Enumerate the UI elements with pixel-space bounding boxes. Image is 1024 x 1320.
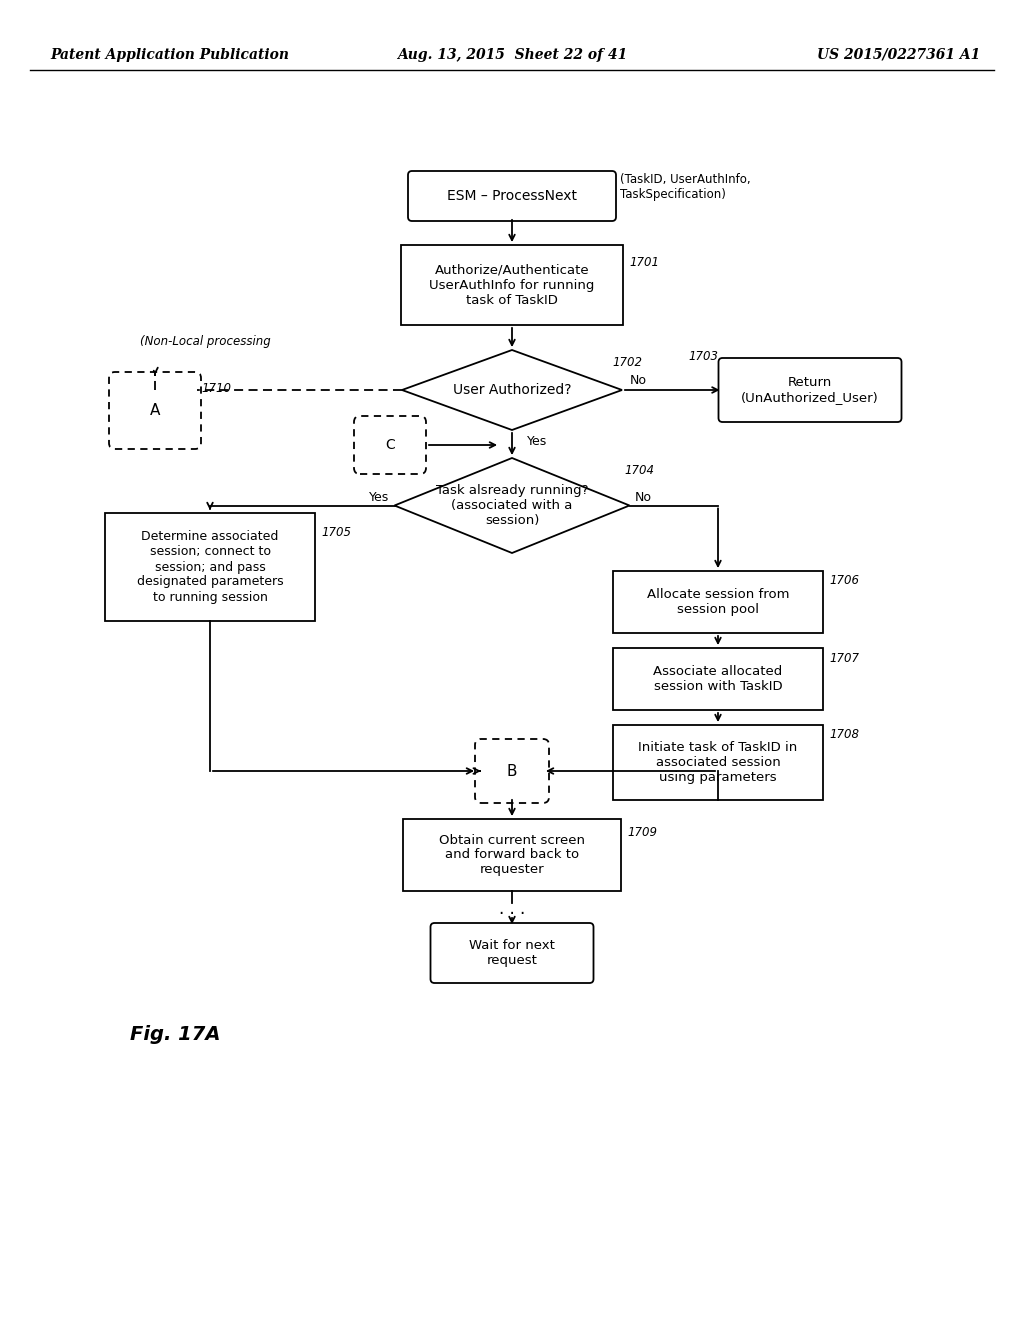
Text: Fig. 17A: Fig. 17A xyxy=(130,1024,220,1044)
FancyBboxPatch shape xyxy=(354,416,426,474)
Text: 1704: 1704 xyxy=(625,463,654,477)
Text: (Non-Local processing: (Non-Local processing xyxy=(140,335,270,348)
Bar xyxy=(613,725,823,800)
Text: . . .: . . . xyxy=(499,900,525,917)
Text: Associate allocated
session with TaskID: Associate allocated session with TaskID xyxy=(653,665,782,693)
Text: No: No xyxy=(630,374,647,387)
FancyBboxPatch shape xyxy=(430,923,594,983)
Bar xyxy=(401,246,623,325)
Bar xyxy=(105,513,315,620)
Text: Obtain current screen
and forward back to
requester: Obtain current screen and forward back t… xyxy=(439,833,585,876)
Text: Wait for next
request: Wait for next request xyxy=(469,939,555,968)
Text: 1706: 1706 xyxy=(829,574,859,587)
Text: Determine associated
session; connect to
session; and pass
designated parameters: Determine associated session; connect to… xyxy=(136,531,284,603)
Text: US 2015/0227361 A1: US 2015/0227361 A1 xyxy=(817,48,980,62)
Text: (TaskID, UserAuthInfo,
TaskSpecification): (TaskID, UserAuthInfo, TaskSpecification… xyxy=(620,173,751,201)
Text: Authorize/Authenticate
UserAuthInfo for running
task of TaskID: Authorize/Authenticate UserAuthInfo for … xyxy=(429,264,595,306)
Text: 1703: 1703 xyxy=(688,350,719,363)
Text: C: C xyxy=(385,438,395,451)
FancyBboxPatch shape xyxy=(719,358,901,422)
Text: Allocate session from
session pool: Allocate session from session pool xyxy=(647,587,790,616)
Text: 1705: 1705 xyxy=(321,527,351,540)
Text: Task alsready running?
(associated with a
session): Task alsready running? (associated with … xyxy=(436,484,588,527)
Text: 1701: 1701 xyxy=(629,256,659,269)
Text: Aug. 13, 2015  Sheet 22 of 41: Aug. 13, 2015 Sheet 22 of 41 xyxy=(397,48,627,62)
Text: No: No xyxy=(635,491,651,504)
Text: 1710: 1710 xyxy=(201,381,231,395)
Bar xyxy=(613,572,823,634)
Bar xyxy=(403,818,621,891)
Text: Yes: Yes xyxy=(527,436,547,447)
FancyBboxPatch shape xyxy=(475,739,549,803)
Text: B: B xyxy=(507,763,517,779)
Bar xyxy=(613,648,823,710)
Text: 1702: 1702 xyxy=(612,355,642,368)
Text: ESM – ProcessNext: ESM – ProcessNext xyxy=(447,189,577,203)
Polygon shape xyxy=(394,458,630,553)
Text: 1707: 1707 xyxy=(829,652,859,664)
Text: User Authorized?: User Authorized? xyxy=(453,383,571,397)
Text: Return
(UnAuthorized_User): Return (UnAuthorized_User) xyxy=(741,376,879,404)
Text: Patent Application Publication: Patent Application Publication xyxy=(50,48,289,62)
FancyBboxPatch shape xyxy=(408,172,616,220)
Text: 1708: 1708 xyxy=(829,729,859,742)
Polygon shape xyxy=(402,350,622,430)
Text: Yes: Yes xyxy=(370,491,389,504)
Text: 1709: 1709 xyxy=(627,826,657,840)
Text: A: A xyxy=(150,403,160,418)
FancyBboxPatch shape xyxy=(109,372,201,449)
Text: Initiate task of TaskID in
associated session
using parameters: Initiate task of TaskID in associated se… xyxy=(638,741,798,784)
